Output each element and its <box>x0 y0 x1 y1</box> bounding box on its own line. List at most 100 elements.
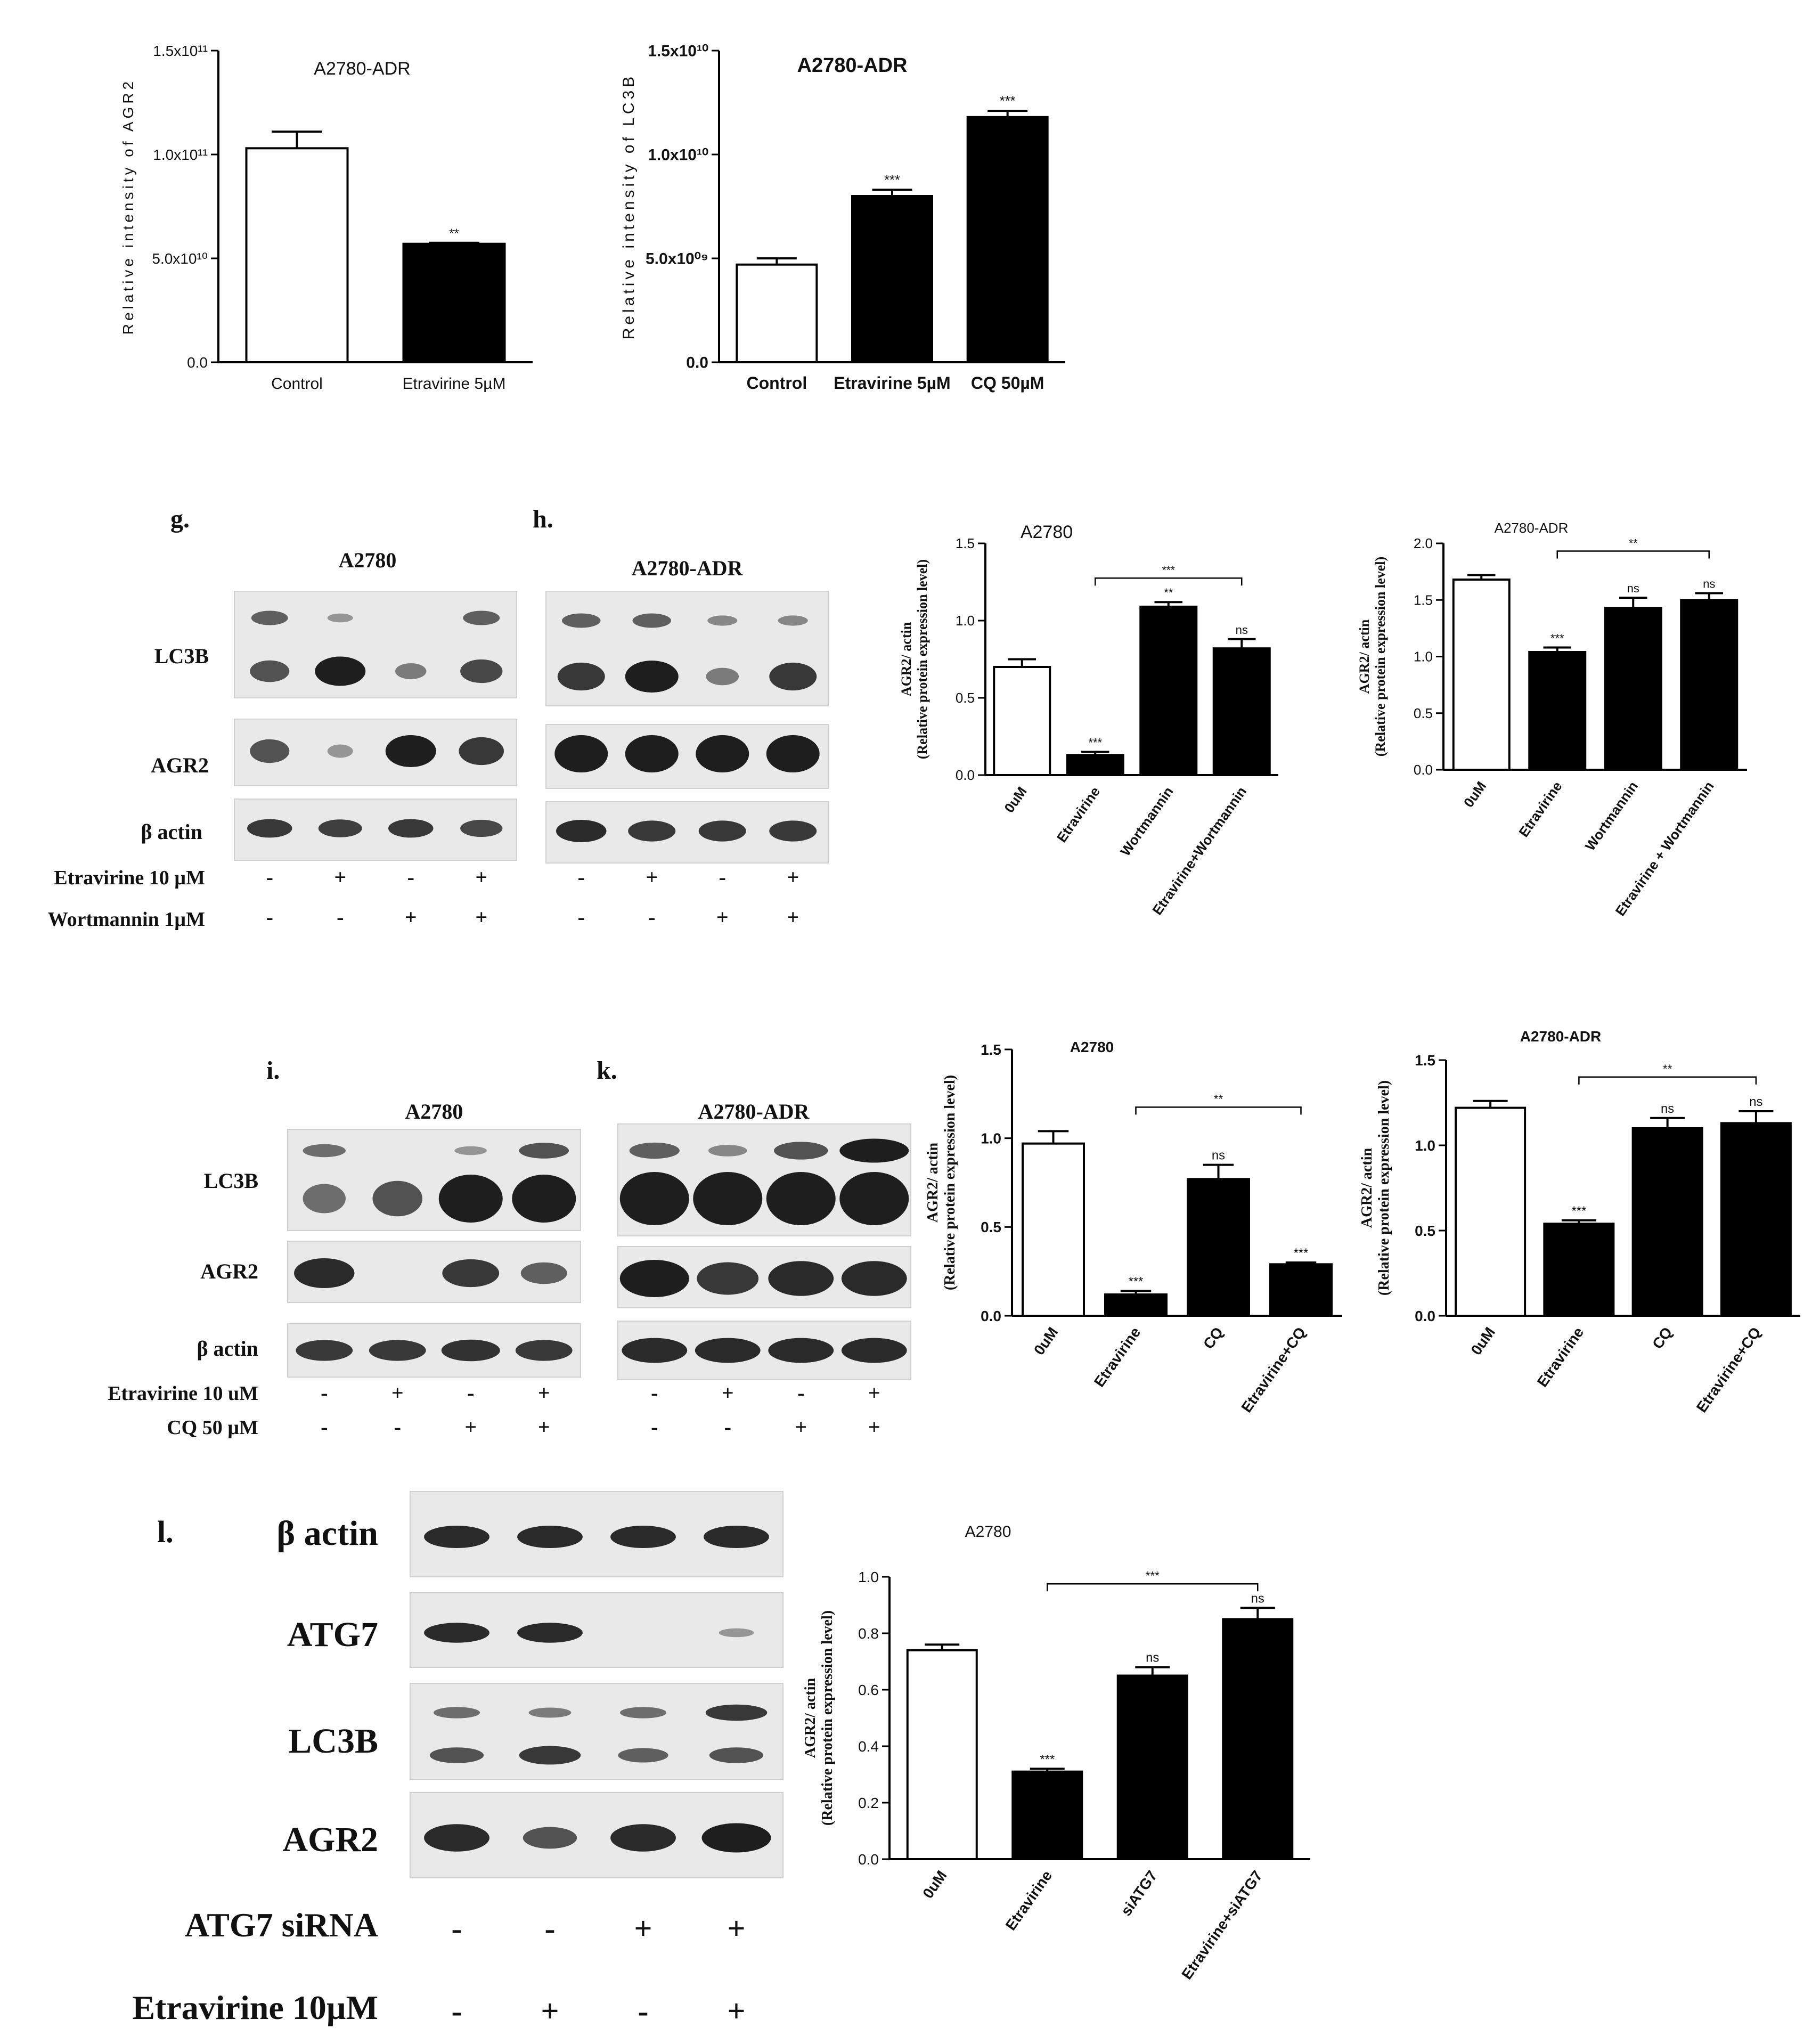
treatment-sign: - <box>452 1911 462 1946</box>
panel-h: h. A2780-ADR - + - + - - + + <box>533 505 829 929</box>
chart-wortmannin-a2780: 0.0 0.5 1.0 1.5 A2780 AGR2/ actin (Relative pr… <box>899 522 1278 918</box>
significance-label: ns <box>1212 1149 1225 1163</box>
treatment-sign: + <box>538 1415 550 1439</box>
blot-band <box>562 613 601 628</box>
blot-band <box>766 735 820 772</box>
y-axis-label-2: (Relative protein expression level) <box>1376 1080 1392 1296</box>
significance-label: ns <box>1236 623 1248 637</box>
y-tick-label: 1.5 <box>1414 592 1433 608</box>
bar <box>1066 754 1124 777</box>
panel-g-row-agr2: AGR2 <box>151 753 209 777</box>
bar <box>966 116 1049 364</box>
blot-band <box>698 820 746 842</box>
blot-band <box>632 613 671 628</box>
y-tick-label: 1.0 <box>1415 1137 1435 1154</box>
bar <box>402 242 506 364</box>
blot-i: - + - + - - + + <box>287 1129 581 1439</box>
panel-i: i. A2780 LC3B AGR2 β actin Etravirine 10… <box>108 1056 581 1439</box>
treatment-sign: - <box>266 865 273 889</box>
panel-l-letter: l. <box>157 1514 174 1549</box>
blot-band <box>696 735 749 772</box>
bar <box>1022 1142 1085 1317</box>
panel-i-treat2-label: CQ 50 µM <box>167 1416 258 1439</box>
blot-band <box>719 1628 754 1638</box>
blot-band <box>705 1704 768 1721</box>
chart-siatg7-a2780: 0.0 0.2 0.4 0.6 0.8 1.0 A2780 AGR2/ actin (Relat… <box>802 1523 1310 1982</box>
treatment-sign: - <box>648 905 655 929</box>
blot-band <box>424 1525 489 1549</box>
chart-agr2-intensity: 0.0 5.0x10¹⁰ 1.0x10¹¹ 1.5x10¹¹ A2780-ADR Rela… <box>120 43 533 393</box>
significance-label: ns <box>1146 1651 1159 1665</box>
blot-band <box>250 660 290 682</box>
y-tick-label: 1.5 <box>1415 1052 1435 1069</box>
y-tick-label: 1.0 <box>956 613 975 629</box>
x-tick-label: 0uM <box>919 1868 950 1902</box>
blot-band <box>706 667 739 686</box>
blot-strip <box>410 1683 784 1780</box>
y-tick-label: 0.0 <box>1415 1308 1435 1324</box>
significance-bracket <box>1095 577 1243 586</box>
blot-band <box>519 1143 569 1159</box>
blot-band <box>454 1146 487 1155</box>
treatment-sign: - <box>452 1993 462 2029</box>
treatment-sign: - <box>321 1415 328 1439</box>
blot-band <box>693 1172 763 1225</box>
y-tick-label: 0.5 <box>956 690 975 706</box>
bar <box>1631 1127 1703 1317</box>
bar <box>1452 579 1511 771</box>
treatment-sign: + <box>334 865 346 889</box>
blot-band <box>523 1827 577 1849</box>
panel-k-cell-line: A2780-ADR <box>698 1100 810 1123</box>
y-tick-label: 0.5 <box>1415 1223 1435 1239</box>
panel-l-row-agr2: AGR2 <box>282 1820 378 1859</box>
y-axis-label: AGR2/ actin <box>1357 619 1372 694</box>
y-axis-label: Relative intensity of LC3B <box>620 74 638 340</box>
bar <box>851 195 933 363</box>
treatment-sign: - <box>578 905 585 929</box>
chart-lc3b-intensity: 0.0 5.0x10⁰⁹ 1.0x10¹⁰ 1.5x10¹⁰ A2780-ADR Rela… <box>620 43 1065 393</box>
blot-band <box>768 1338 834 1363</box>
treatment-sign: + <box>391 1381 404 1405</box>
blot-band <box>610 1824 676 1852</box>
treatment-sign: - <box>724 1415 731 1439</box>
blot-band <box>625 661 679 693</box>
treatment-sign: - <box>797 1381 804 1405</box>
blot-band <box>768 1261 834 1296</box>
blot-l: - - + + - + - + <box>410 1491 784 2029</box>
blot-band <box>294 1258 355 1289</box>
significance-bracket <box>1578 1076 1757 1085</box>
blot-band <box>769 820 817 842</box>
panel-k-letter: k. <box>597 1056 617 1085</box>
blot-band <box>629 1142 680 1159</box>
treatment-sign: + <box>541 1993 559 2029</box>
treatment-sign: + <box>787 905 799 929</box>
y-tick-label: 1.0 <box>858 1569 879 1585</box>
blot-band <box>424 1623 489 1643</box>
y-axis-label-2: (Relative protein expression level) <box>942 1075 958 1290</box>
y-axis-label: AGR2/ actin <box>899 622 914 696</box>
bracket-label: ** <box>1629 538 1637 550</box>
blot-band <box>303 1184 346 1214</box>
blot-band <box>303 1144 346 1158</box>
y-axis-label: AGR2/ actin <box>802 1678 819 1758</box>
y-tick-label: 1.0x10¹⁰ <box>648 146 708 164</box>
x-tick-label: siATG7 <box>1117 1868 1160 1919</box>
y-tick-label: 0.4 <box>858 1738 879 1755</box>
blot-band <box>619 1707 667 1719</box>
bracket-label: *** <box>1162 564 1175 576</box>
significance-label: *** <box>884 173 900 188</box>
blot-h: - + - + - - + + <box>545 591 829 929</box>
bar <box>245 147 349 363</box>
panel-i-cell-line: A2780 <box>405 1100 463 1123</box>
panel-h-cell-line: A2780-ADR <box>632 556 744 580</box>
y-tick-label: 1.5 <box>956 535 975 551</box>
y-tick-label: 1.0 <box>981 1130 1001 1146</box>
y-axis-label: AGR2/ actin <box>1359 1148 1375 1228</box>
y-axis-label-2: (Relative protein expression level) <box>1373 557 1388 756</box>
bar <box>736 263 818 364</box>
significance-label: *** <box>1000 94 1016 109</box>
blot-band <box>251 610 288 625</box>
x-tick-label: CQ <box>1200 1324 1226 1352</box>
x-tick-label: Control <box>746 373 807 393</box>
x-tick-label: Wortmannin <box>1582 778 1641 853</box>
